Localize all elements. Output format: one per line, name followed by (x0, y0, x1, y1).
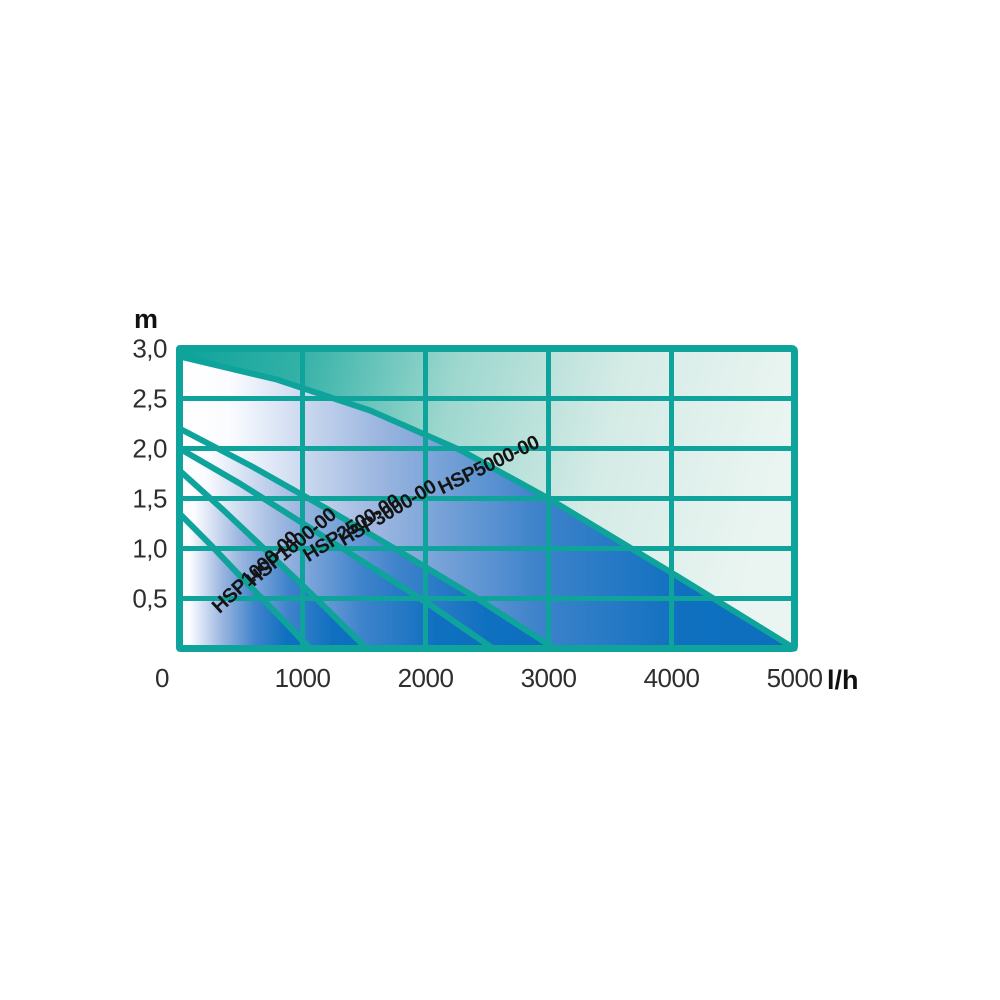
x-tick-3000: 3000 (521, 663, 577, 693)
x-tick-4000: 4000 (644, 663, 700, 693)
y-tick-1,0: 1,0 (132, 534, 167, 564)
y-tick-1,5: 1,5 (132, 484, 167, 514)
y-tick-2,5: 2,5 (132, 384, 167, 414)
plot-border (176, 345, 798, 652)
plot-border-rect (176, 345, 798, 652)
origin-tick-label: 0 (155, 663, 169, 693)
curve-hsp2500-00 (176, 445, 497, 652)
x-axis-unit: l/h (827, 665, 859, 695)
curve-hsp1600-00 (176, 467, 370, 652)
y-tick-0,5: 0,5 (132, 584, 167, 614)
curve-hsp1000-00 (176, 510, 313, 652)
y-axis-unit: m (134, 304, 158, 334)
pump-curves (176, 353, 798, 652)
axis-labels: m l/h 0 3,0 2,5 2,0 1,5 1,0 0,5 1000 2000 3000 40… (132, 304, 858, 695)
curve-hsp3000-00 (176, 425, 558, 652)
x-tick-5000: 5000 (767, 663, 823, 693)
y-tick-2,0: 2,0 (132, 434, 167, 464)
y-tick-3,0: 3,0 (132, 334, 167, 364)
curve-hsp5000-00 (176, 353, 798, 652)
x-tick-1000: 1000 (275, 663, 331, 693)
x-tick-2000: 2000 (398, 663, 454, 693)
